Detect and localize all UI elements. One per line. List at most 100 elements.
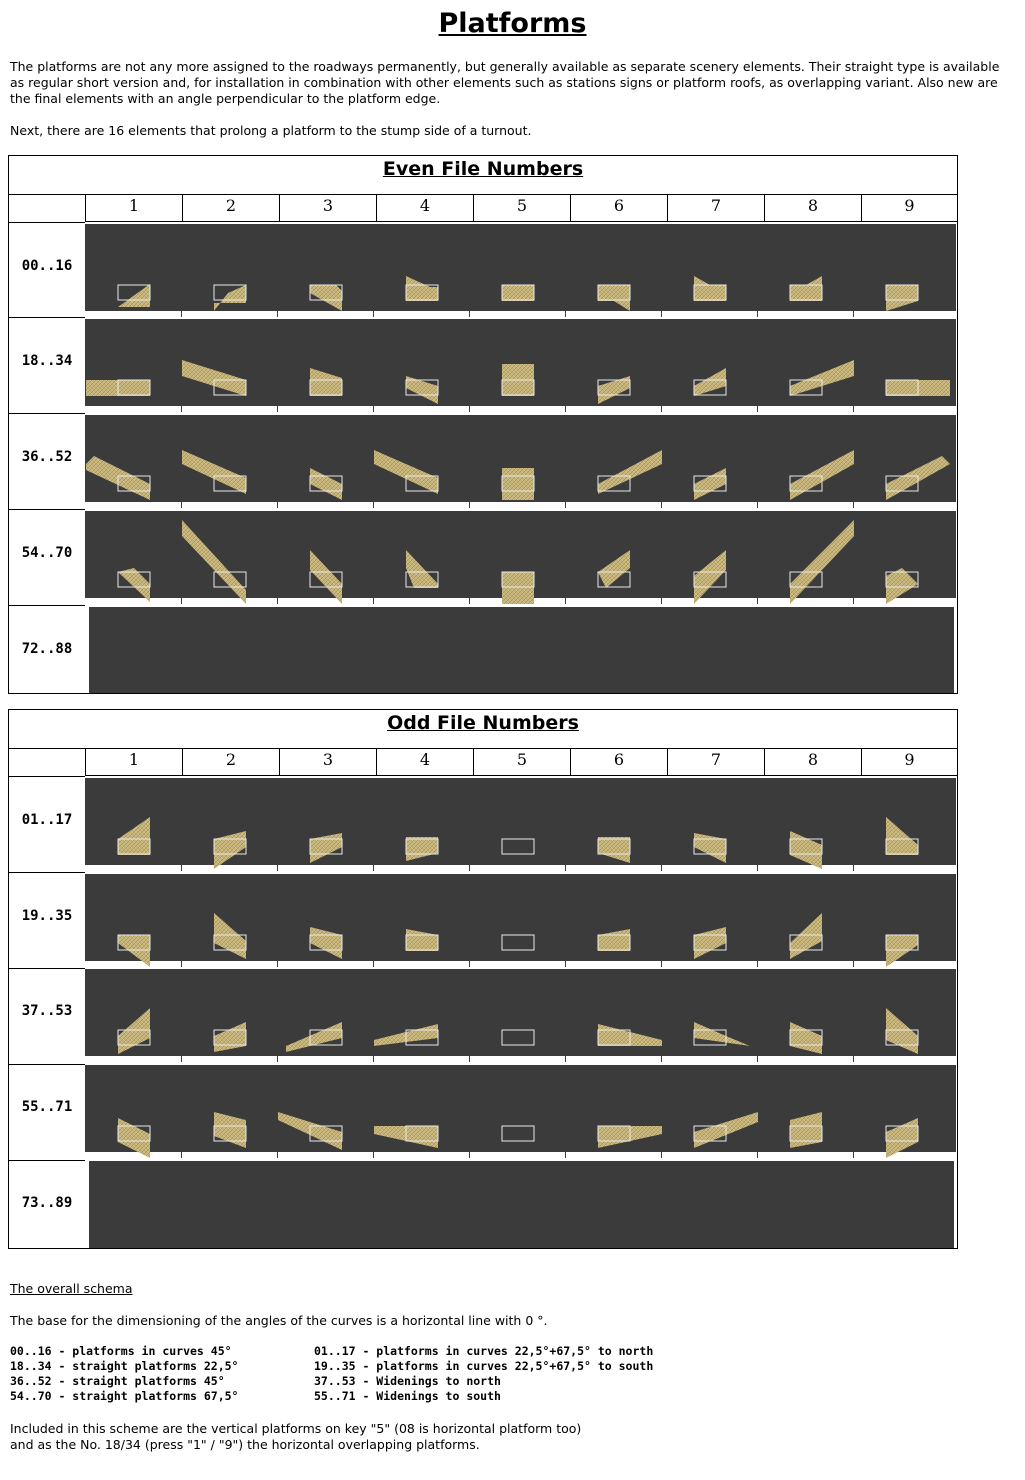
platform-tile[interactable] — [789, 520, 854, 604]
platform-tile[interactable] — [597, 450, 662, 494]
platform-tile[interactable] — [885, 1118, 919, 1158]
platform-tile[interactable] — [789, 1022, 823, 1054]
platform-tile[interactable] — [117, 1008, 151, 1054]
platform-tile[interactable] — [182, 450, 247, 494]
platform-tile[interactable] — [182, 360, 247, 396]
platform-tile[interactable] — [693, 468, 727, 500]
platform-tile[interactable] — [117, 284, 151, 307]
platform-tile[interactable] — [693, 1022, 750, 1046]
platform-tile[interactable] — [182, 520, 247, 604]
platform-tile[interactable] — [885, 817, 919, 855]
platform-outline — [309, 934, 343, 951]
even-table-heading: Even File Numbers — [9, 156, 957, 195]
platform-shape — [406, 550, 438, 588]
platform-tile[interactable] — [597, 1125, 662, 1148]
platform-tile[interactable] — [405, 276, 439, 301]
platform-tile[interactable] — [789, 913, 823, 959]
platform-tile[interactable] — [885, 1008, 919, 1054]
platform-tile[interactable] — [374, 450, 439, 494]
row-divider — [9, 222, 85, 223]
row-label: 55..71 — [21, 1099, 73, 1115]
platform-shape — [214, 1112, 246, 1148]
platform-tile[interactable] — [309, 368, 343, 396]
legend-even: 54..70 - straight platforms 67,5° — [10, 1389, 239, 1403]
platform-tile[interactable] — [501, 284, 535, 301]
platform-tile[interactable] — [117, 568, 151, 602]
platform-tile[interactable] — [885, 379, 950, 396]
platform-outline — [789, 284, 823, 301]
platform-tile[interactable] — [501, 571, 535, 604]
platform-tile[interactable] — [789, 450, 854, 500]
legend-odd: 37..53 - Widenings to north — [314, 1374, 501, 1388]
platform-outline — [693, 934, 727, 951]
platform-tile[interactable] — [597, 550, 631, 588]
platform-outline — [885, 1029, 919, 1046]
platform-tile[interactable] — [501, 934, 535, 951]
platform-tile[interactable] — [501, 468, 535, 500]
platform-shape — [118, 1118, 150, 1158]
platform-tile[interactable] — [501, 1029, 535, 1046]
platform-shape — [182, 450, 246, 494]
platform-tile[interactable] — [693, 368, 727, 396]
row-divider — [9, 872, 85, 873]
overall-schema-link[interactable]: The overall schema — [10, 1281, 133, 1296]
platform-tile[interactable] — [374, 1024, 439, 1046]
platform-outline — [117, 284, 151, 301]
platform-tile[interactable] — [278, 1112, 343, 1150]
platform-tile[interactable] — [405, 376, 439, 404]
platform-tile[interactable] — [693, 1112, 758, 1148]
platform-tile[interactable] — [405, 837, 439, 861]
platform-tile[interactable] — [309, 550, 343, 604]
platform-tile[interactable] — [597, 284, 631, 311]
platform-tile[interactable] — [501, 364, 535, 396]
platform-tile[interactable] — [597, 929, 631, 951]
platform-tile[interactable] — [213, 1112, 247, 1148]
platform-shape — [598, 550, 630, 588]
platform-tile[interactable] — [405, 550, 439, 588]
platform-tile[interactable] — [86, 456, 151, 500]
platform-tile[interactable] — [405, 929, 439, 951]
platform-outline — [213, 838, 247, 855]
platform-tile[interactable] — [885, 284, 919, 311]
platform-tile[interactable] — [374, 1125, 439, 1148]
platform-tile[interactable] — [86, 379, 151, 396]
platform-tile[interactable] — [789, 1112, 823, 1148]
platform-tile[interactable] — [213, 284, 247, 311]
platform-shape — [502, 285, 534, 301]
legend-row: 36..52 - straight platforms 45° 37..53 -… — [10, 1374, 653, 1389]
platform-shape — [694, 550, 726, 604]
col-5: 5 — [474, 194, 571, 221]
platform-tile[interactable] — [597, 1024, 662, 1046]
platform-tile[interactable] — [885, 456, 950, 500]
platform-tile[interactable] — [885, 568, 919, 604]
platform-shape — [790, 276, 822, 301]
platform-tile[interactable] — [693, 927, 727, 959]
platform-tile[interactable] — [117, 934, 151, 967]
platform-tile[interactable] — [213, 831, 247, 869]
platform-tile[interactable] — [597, 837, 631, 863]
platform-tile[interactable] — [789, 276, 823, 301]
row-divider — [9, 317, 85, 318]
platform-tile[interactable] — [309, 284, 343, 311]
platform-tile[interactable] — [789, 360, 854, 396]
platform-tile[interactable] — [213, 913, 247, 959]
platform-tile[interactable] — [789, 831, 823, 869]
platform-outline — [789, 571, 823, 588]
platform-tile[interactable] — [309, 833, 343, 863]
platform-tile[interactable] — [501, 1125, 535, 1142]
platform-tile[interactable] — [501, 838, 535, 855]
platform-tile[interactable] — [286, 1022, 343, 1052]
platform-tile[interactable] — [117, 817, 151, 855]
platform-tile[interactable] — [885, 934, 919, 967]
platform-shape — [118, 284, 150, 307]
platform-outline — [789, 475, 823, 492]
platform-tile[interactable] — [309, 468, 343, 500]
platform-tile[interactable] — [693, 833, 727, 863]
platform-tile[interactable] — [117, 1118, 151, 1158]
platform-tile[interactable] — [309, 927, 343, 959]
platform-tile[interactable] — [597, 376, 631, 404]
platform-shape — [694, 368, 726, 396]
platform-tile[interactable] — [693, 276, 727, 301]
platform-tile[interactable] — [213, 1022, 247, 1052]
platform-tile[interactable] — [693, 550, 727, 604]
